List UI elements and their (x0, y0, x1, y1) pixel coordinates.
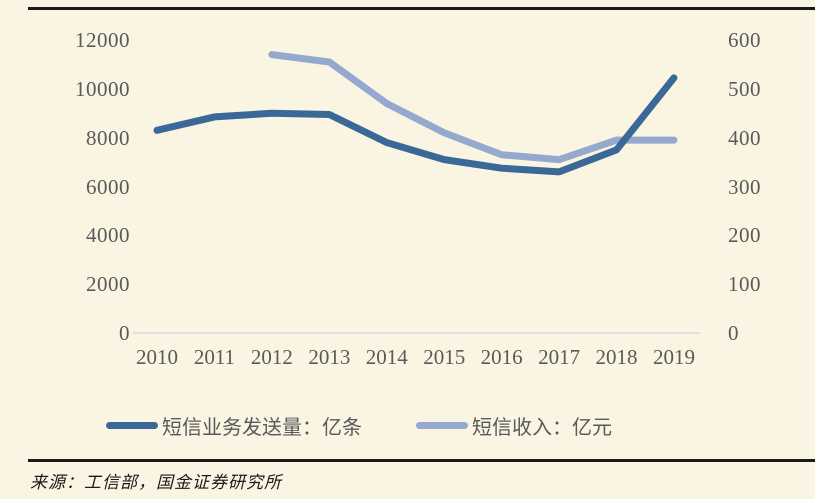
y-axis-right-tick-label: 200 (728, 223, 761, 248)
y-axis-left-tick-label: 10000 (75, 76, 130, 101)
source-note: 来源：工信部，国金证券研究所 (30, 473, 282, 492)
legend-label-revenue: 短信收入：亿元 (472, 417, 612, 439)
x-axis-year-label: 2017 (538, 345, 581, 369)
y-axis-right-tick-label: 0 (728, 321, 739, 345)
bottom-divider-rule (28, 459, 815, 462)
x-axis-year-label: 2014 (365, 345, 408, 369)
x-axis-year-label: 2012 (250, 345, 293, 369)
y-axis-right-tick-label: 400 (728, 125, 761, 150)
legend-swatch-revenue (416, 422, 468, 429)
series-line-revenue (268, 51, 678, 164)
x-axis-year-label: 2010 (136, 345, 178, 369)
x-axis-year-label: 2011 (193, 345, 236, 369)
y-axis-left-tick-label: 12000 (75, 28, 130, 52)
legend-label-send-volume: 短信业务发送量：亿条 (162, 417, 362, 439)
series-line-send-volume (153, 74, 678, 176)
y-axis-left-tick-label: 8000 (86, 125, 130, 150)
x-axis-year-label: 2019 (652, 345, 695, 369)
y-axis-left-tick-label: 6000 (86, 174, 130, 199)
y-axis-right-tick-label: 600 (728, 28, 761, 52)
y-axis-left-tick-label: 0 (119, 321, 130, 345)
y-axis-left-tick-label: 4000 (86, 223, 130, 248)
y-axis-right-tick-label: 300 (728, 174, 761, 199)
x-axis-year-label: 2015 (423, 345, 466, 369)
legend-item-revenue: 短信收入：亿元 (416, 411, 612, 440)
legend-swatch-send-volume (106, 422, 158, 429)
x-axis-year-label: 2016 (480, 345, 523, 369)
y-axis-left-tick-label: 2000 (86, 272, 130, 297)
x-axis-year-label: 2013 (308, 345, 351, 369)
top-divider-rule (28, 7, 815, 10)
x-axis-year-label: 2018 (595, 345, 638, 369)
legend-item-send-volume: 短信业务发送量：亿条 (106, 411, 362, 440)
y-axis-right-tick-label: 500 (728, 76, 761, 101)
y-axis-right-tick-label: 100 (728, 272, 761, 297)
